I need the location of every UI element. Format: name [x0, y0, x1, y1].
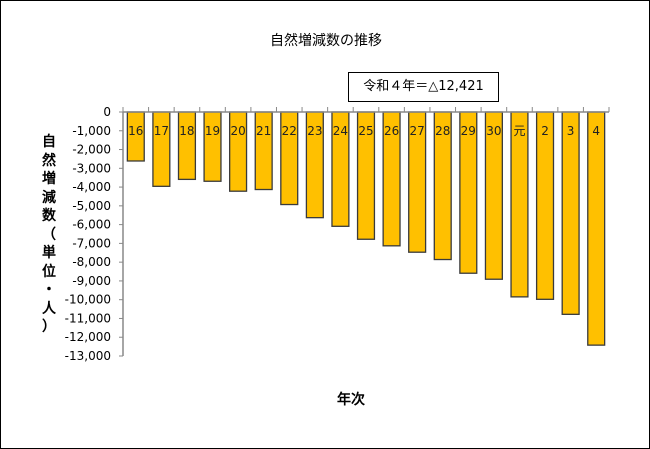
category-label: 16 — [128, 124, 143, 138]
y-tick-label: -6,000 — [72, 218, 111, 232]
y-tick-label: -12,000 — [65, 330, 111, 344]
y-axis-title-char: ・ — [42, 282, 56, 298]
y-tick-label: -4,000 — [72, 180, 111, 194]
y-tick-label: -3,000 — [72, 161, 111, 175]
category-label: 21 — [256, 124, 271, 138]
bar — [510, 111, 529, 298]
y-tick-label: -1,000 — [72, 124, 111, 138]
category-label: 20 — [230, 124, 245, 138]
bar — [177, 111, 197, 181]
y-axis-title-char: 増 — [42, 171, 56, 187]
category-label: 3 — [567, 124, 575, 138]
category-label: 30 — [486, 124, 501, 138]
chart-title: 自然増減数の推移 — [270, 33, 382, 49]
y-tick-label: -13,000 — [65, 349, 111, 363]
y-axis-title-char: 減 — [42, 189, 56, 206]
annotation-box: 令和４年＝△12,421 — [348, 72, 499, 102]
y-tick-label: -9,000 — [72, 274, 111, 288]
category-label: 28 — [435, 124, 450, 138]
y-axis-title-char: 位 — [42, 263, 56, 280]
y-axis-title-char: 数 — [42, 208, 56, 224]
category-label: 25 — [358, 124, 373, 138]
y-tick-label: -11,000 — [65, 311, 111, 325]
y-axis-title-char: 自 — [42, 134, 56, 150]
category-label: 18 — [179, 124, 194, 138]
y-tick-label: -2,000 — [72, 143, 111, 157]
x-axis-title: 年次 — [337, 392, 365, 408]
category-label: 23 — [307, 124, 322, 138]
y-tick-label: -8,000 — [72, 255, 111, 269]
category-label: 29 — [461, 124, 476, 138]
y-tick-label: -7,000 — [72, 236, 111, 250]
bar — [561, 111, 580, 315]
category-label: 22 — [282, 124, 297, 138]
category-label: 26 — [384, 124, 399, 138]
y-axis-title-char: 人 — [42, 300, 56, 317]
y-axis-title-char: ） — [42, 319, 56, 335]
y-tick-label: -5,000 — [72, 199, 111, 213]
y-axis-title-char: 単 — [42, 245, 56, 261]
bar — [535, 111, 555, 300]
category-label: 19 — [205, 124, 220, 138]
y-tick-label: -10,000 — [65, 293, 111, 307]
category-label: 17 — [154, 124, 169, 138]
y-axis-title: 自然増減数 （ 単位・人 ） — [39, 133, 59, 337]
category-label: 24 — [333, 124, 348, 138]
y-axis-title-char: 然 — [42, 152, 56, 169]
category-label: 4 — [592, 124, 600, 138]
category-label: 元 — [513, 124, 525, 138]
category-label: 27 — [410, 124, 425, 138]
bar — [203, 111, 222, 182]
y-axis-title-char: （ — [42, 226, 56, 243]
bar — [587, 111, 606, 346]
y-tick-label: 0 — [103, 105, 111, 119]
category-label: 2 — [541, 124, 549, 138]
